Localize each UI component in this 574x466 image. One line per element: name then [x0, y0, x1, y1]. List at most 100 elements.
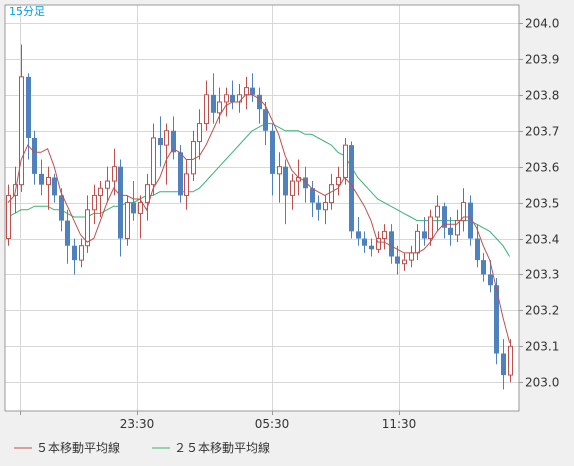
candle-body-down [481, 260, 486, 275]
candle [52, 173, 57, 203]
candle-body-down [52, 177, 57, 196]
candle-body-down [422, 231, 427, 239]
candle-body-down [395, 256, 400, 264]
candle [323, 195, 328, 225]
candle-body-up [435, 205, 440, 218]
candle [257, 87, 262, 124]
candle-body-down [369, 245, 374, 250]
candle [46, 166, 51, 210]
y-tick-label: 204.0 [525, 17, 559, 31]
candle [310, 181, 315, 217]
candle [481, 252, 486, 282]
candle-body-up [138, 202, 143, 214]
candle-body-down [310, 188, 315, 203]
y-tick-label: 203.7 [525, 125, 559, 139]
candle [79, 238, 84, 268]
candle-body-down [26, 76, 31, 138]
candle-body-up [46, 176, 51, 186]
candle-body-down [59, 195, 64, 221]
candle-body-up [197, 123, 202, 143]
candle [270, 123, 275, 196]
candle-body-up [19, 76, 24, 186]
y-tick-label: 203.0 [525, 376, 559, 390]
candle-body-down [316, 202, 321, 210]
candle-body-down [362, 238, 367, 246]
candle-body-down [32, 137, 37, 174]
candle-body-up [336, 176, 341, 186]
candle-body-down [356, 231, 361, 239]
y-tick-label: 203.8 [525, 89, 559, 103]
candle-body-down [270, 130, 275, 174]
candle-body-up [415, 230, 420, 254]
candle-body-up [145, 184, 150, 204]
candle-body-up [105, 180, 110, 189]
candle [468, 195, 473, 246]
candle-body-up [224, 94, 229, 103]
candle [92, 184, 97, 225]
candle-body-up [343, 144, 348, 178]
candle-body-down [171, 130, 176, 153]
candle [283, 159, 288, 225]
candle [125, 195, 130, 246]
candle-body-down [250, 87, 255, 95]
candle [461, 188, 466, 232]
candle [402, 252, 407, 271]
candle-body-up [455, 220, 460, 236]
candle-body-up [164, 130, 169, 146]
candle-body-up [461, 202, 466, 222]
candle-body-up [277, 166, 282, 175]
candle-body-up [112, 166, 117, 182]
candle [316, 195, 321, 221]
ma25-line [7, 123, 511, 257]
candle-body-down [257, 94, 262, 110]
candle-body-up [98, 187, 103, 196]
candle [59, 188, 64, 232]
candle-body-up [244, 87, 249, 96]
candle [435, 195, 440, 232]
candle [145, 173, 150, 221]
candle [197, 109, 202, 160]
candle [263, 102, 268, 146]
candle [171, 116, 176, 160]
candle-body-down [118, 166, 123, 239]
candle [230, 80, 235, 110]
candle [72, 238, 77, 275]
candle-body-up [79, 245, 84, 261]
candle-body-down [283, 166, 288, 196]
candle-body-up [329, 184, 334, 204]
candle-body-up [402, 259, 407, 265]
candle-body-up [191, 141, 196, 175]
candle [422, 216, 427, 246]
candle-body-up [85, 209, 90, 247]
candle-body-up [290, 180, 295, 196]
candle [118, 159, 123, 257]
candle-body-up [204, 94, 209, 125]
candle [6, 184, 11, 246]
candle [488, 260, 493, 293]
y-tick-label: 203.6 [525, 161, 559, 175]
legend: ５本移動平均線 ２５本移動平均線 [14, 440, 270, 455]
candle-body-up [6, 194, 11, 240]
candle-body-up [376, 238, 381, 250]
candle-body-down [488, 274, 493, 286]
legend-ma5-label: ５本移動平均線 [36, 440, 120, 455]
candle [501, 339, 506, 390]
x-tick-label: 23:30 [120, 417, 155, 431]
candle-body-up [508, 345, 513, 376]
candle [428, 209, 433, 246]
candle [250, 73, 255, 103]
plot-border [4, 4, 520, 412]
candle [204, 80, 209, 131]
candle-body-up [409, 252, 414, 261]
ma5-layer [7, 94, 511, 343]
y-tick-label: 203.3 [525, 268, 559, 282]
candle [98, 181, 103, 217]
candle [184, 159, 189, 210]
candle-body-down [72, 245, 77, 261]
candle-body-up [92, 194, 97, 211]
candle [508, 339, 513, 383]
candle [343, 137, 348, 185]
candle [455, 209, 460, 243]
